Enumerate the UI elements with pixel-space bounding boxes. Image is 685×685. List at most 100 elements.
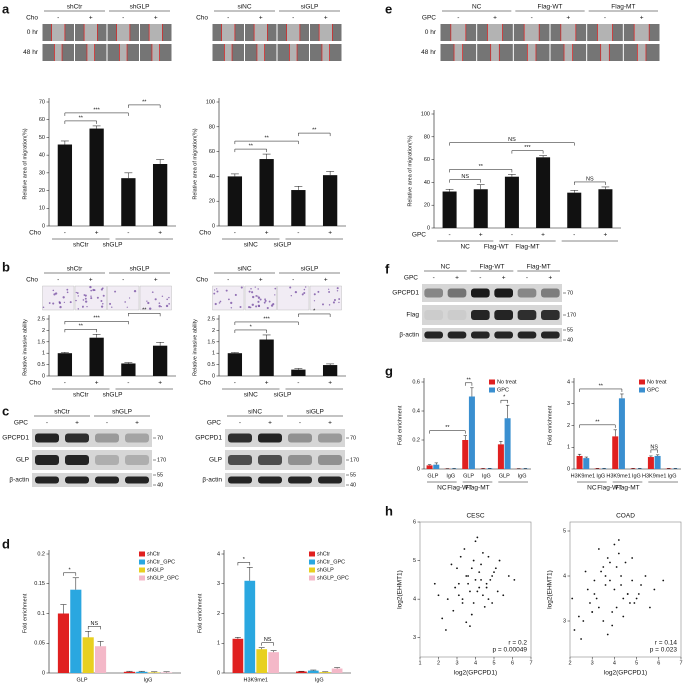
x-tick-label: - xyxy=(297,380,299,387)
row-label: 0 hr xyxy=(425,29,437,36)
significance-bracket xyxy=(63,572,77,576)
bar xyxy=(462,440,469,469)
y-tick-label: 5 xyxy=(413,558,416,564)
group-label: Flag-MT xyxy=(465,485,489,492)
group-label: NC xyxy=(441,264,451,271)
blot-row xyxy=(32,450,152,470)
chart-title: CESC xyxy=(466,513,484,520)
invasion-image xyxy=(107,285,140,311)
x-tick-label: 7 xyxy=(679,660,682,666)
blot-band xyxy=(471,310,490,320)
point xyxy=(470,567,473,570)
bar xyxy=(82,637,94,673)
wound-gap xyxy=(84,24,98,41)
wound-gap xyxy=(149,24,163,41)
marker-label: 55 xyxy=(567,327,573,333)
x-tick-label: - xyxy=(511,232,513,239)
significance-label: ** xyxy=(79,324,84,330)
legend-label: shGLP xyxy=(317,567,334,573)
cell-dot xyxy=(257,288,259,290)
cell-dot xyxy=(248,290,251,293)
group-label: Flag-MT xyxy=(615,485,639,492)
point xyxy=(463,548,466,550)
y-tick-label: 20 xyxy=(209,199,215,205)
cell-dot xyxy=(336,287,339,290)
y-axis-label: Fold enrichment xyxy=(197,593,203,633)
blot-band xyxy=(424,331,443,339)
y-tick-label: 4 xyxy=(563,573,566,579)
panel-letter: a xyxy=(2,1,10,16)
group-label: Flag-MT xyxy=(515,244,539,251)
group-label: NC xyxy=(472,4,482,11)
sign-label: + xyxy=(259,15,263,22)
bar xyxy=(259,339,274,376)
cell-dot xyxy=(90,295,92,297)
cell-dot xyxy=(289,286,292,289)
sign-label: - xyxy=(604,15,606,22)
band-label: β-actin xyxy=(202,477,222,484)
blot-band xyxy=(95,433,119,443)
legend-swatch xyxy=(139,551,145,557)
x-tick-label: - xyxy=(297,230,299,237)
cell-dot xyxy=(322,303,324,306)
point xyxy=(604,575,607,577)
point xyxy=(491,575,494,577)
bar xyxy=(567,192,582,228)
cell-dot xyxy=(109,302,112,305)
sign-label: - xyxy=(227,15,229,22)
x-tick-label: + xyxy=(95,230,99,237)
sign-label: + xyxy=(75,420,79,427)
point xyxy=(595,597,598,600)
bar xyxy=(268,652,279,673)
plot-frame xyxy=(419,521,532,658)
group-label: shGLP xyxy=(103,242,123,249)
y-tick-label: 3 xyxy=(563,618,566,624)
bar xyxy=(576,455,583,469)
x-tick-label: - xyxy=(234,380,236,387)
cell-dot xyxy=(258,305,261,308)
band-label: GPCPD1 xyxy=(2,435,29,442)
point xyxy=(454,586,457,589)
group-label: Flag-WT xyxy=(597,485,622,492)
x-tick-label: - xyxy=(573,232,575,239)
significance-label: NS xyxy=(91,621,99,627)
bar xyxy=(259,159,274,226)
x-tick-label: 4 xyxy=(613,660,616,666)
cell-dot xyxy=(128,297,131,299)
significance-bracket xyxy=(234,329,267,333)
sign-label: + xyxy=(566,15,570,22)
significance-bracket xyxy=(298,313,331,317)
point xyxy=(662,579,665,582)
invasion-image xyxy=(309,285,342,311)
annotation: p = 0.023 xyxy=(650,647,678,654)
sign-label: + xyxy=(548,275,552,282)
blot-band xyxy=(65,433,89,443)
sign-label: + xyxy=(154,15,158,22)
significance-bracket xyxy=(650,449,658,453)
significance-bracket xyxy=(449,179,481,183)
point xyxy=(482,594,484,597)
band-label: GLP xyxy=(209,457,222,464)
point xyxy=(580,638,582,640)
sign-label: - xyxy=(292,277,294,284)
y-tick-label: 70 xyxy=(39,99,45,105)
x-tick-label: 4 xyxy=(474,660,477,666)
point xyxy=(513,578,516,581)
point xyxy=(457,594,460,597)
point xyxy=(611,624,614,627)
x-tick-label: IgG xyxy=(315,677,324,683)
point xyxy=(474,540,477,543)
x-tick-label: 2 xyxy=(437,660,440,666)
y-axis-label: Fold enrichment xyxy=(22,593,28,633)
row-label: Cho xyxy=(199,380,211,387)
bar xyxy=(473,189,488,228)
cell-dot xyxy=(250,287,252,290)
bar xyxy=(57,144,73,226)
cell-dot xyxy=(168,302,171,305)
point xyxy=(480,578,482,581)
sign-label: - xyxy=(526,275,528,282)
bar xyxy=(618,398,625,469)
point xyxy=(485,582,488,585)
bar xyxy=(612,436,619,469)
x-tick-label: + xyxy=(604,232,608,239)
